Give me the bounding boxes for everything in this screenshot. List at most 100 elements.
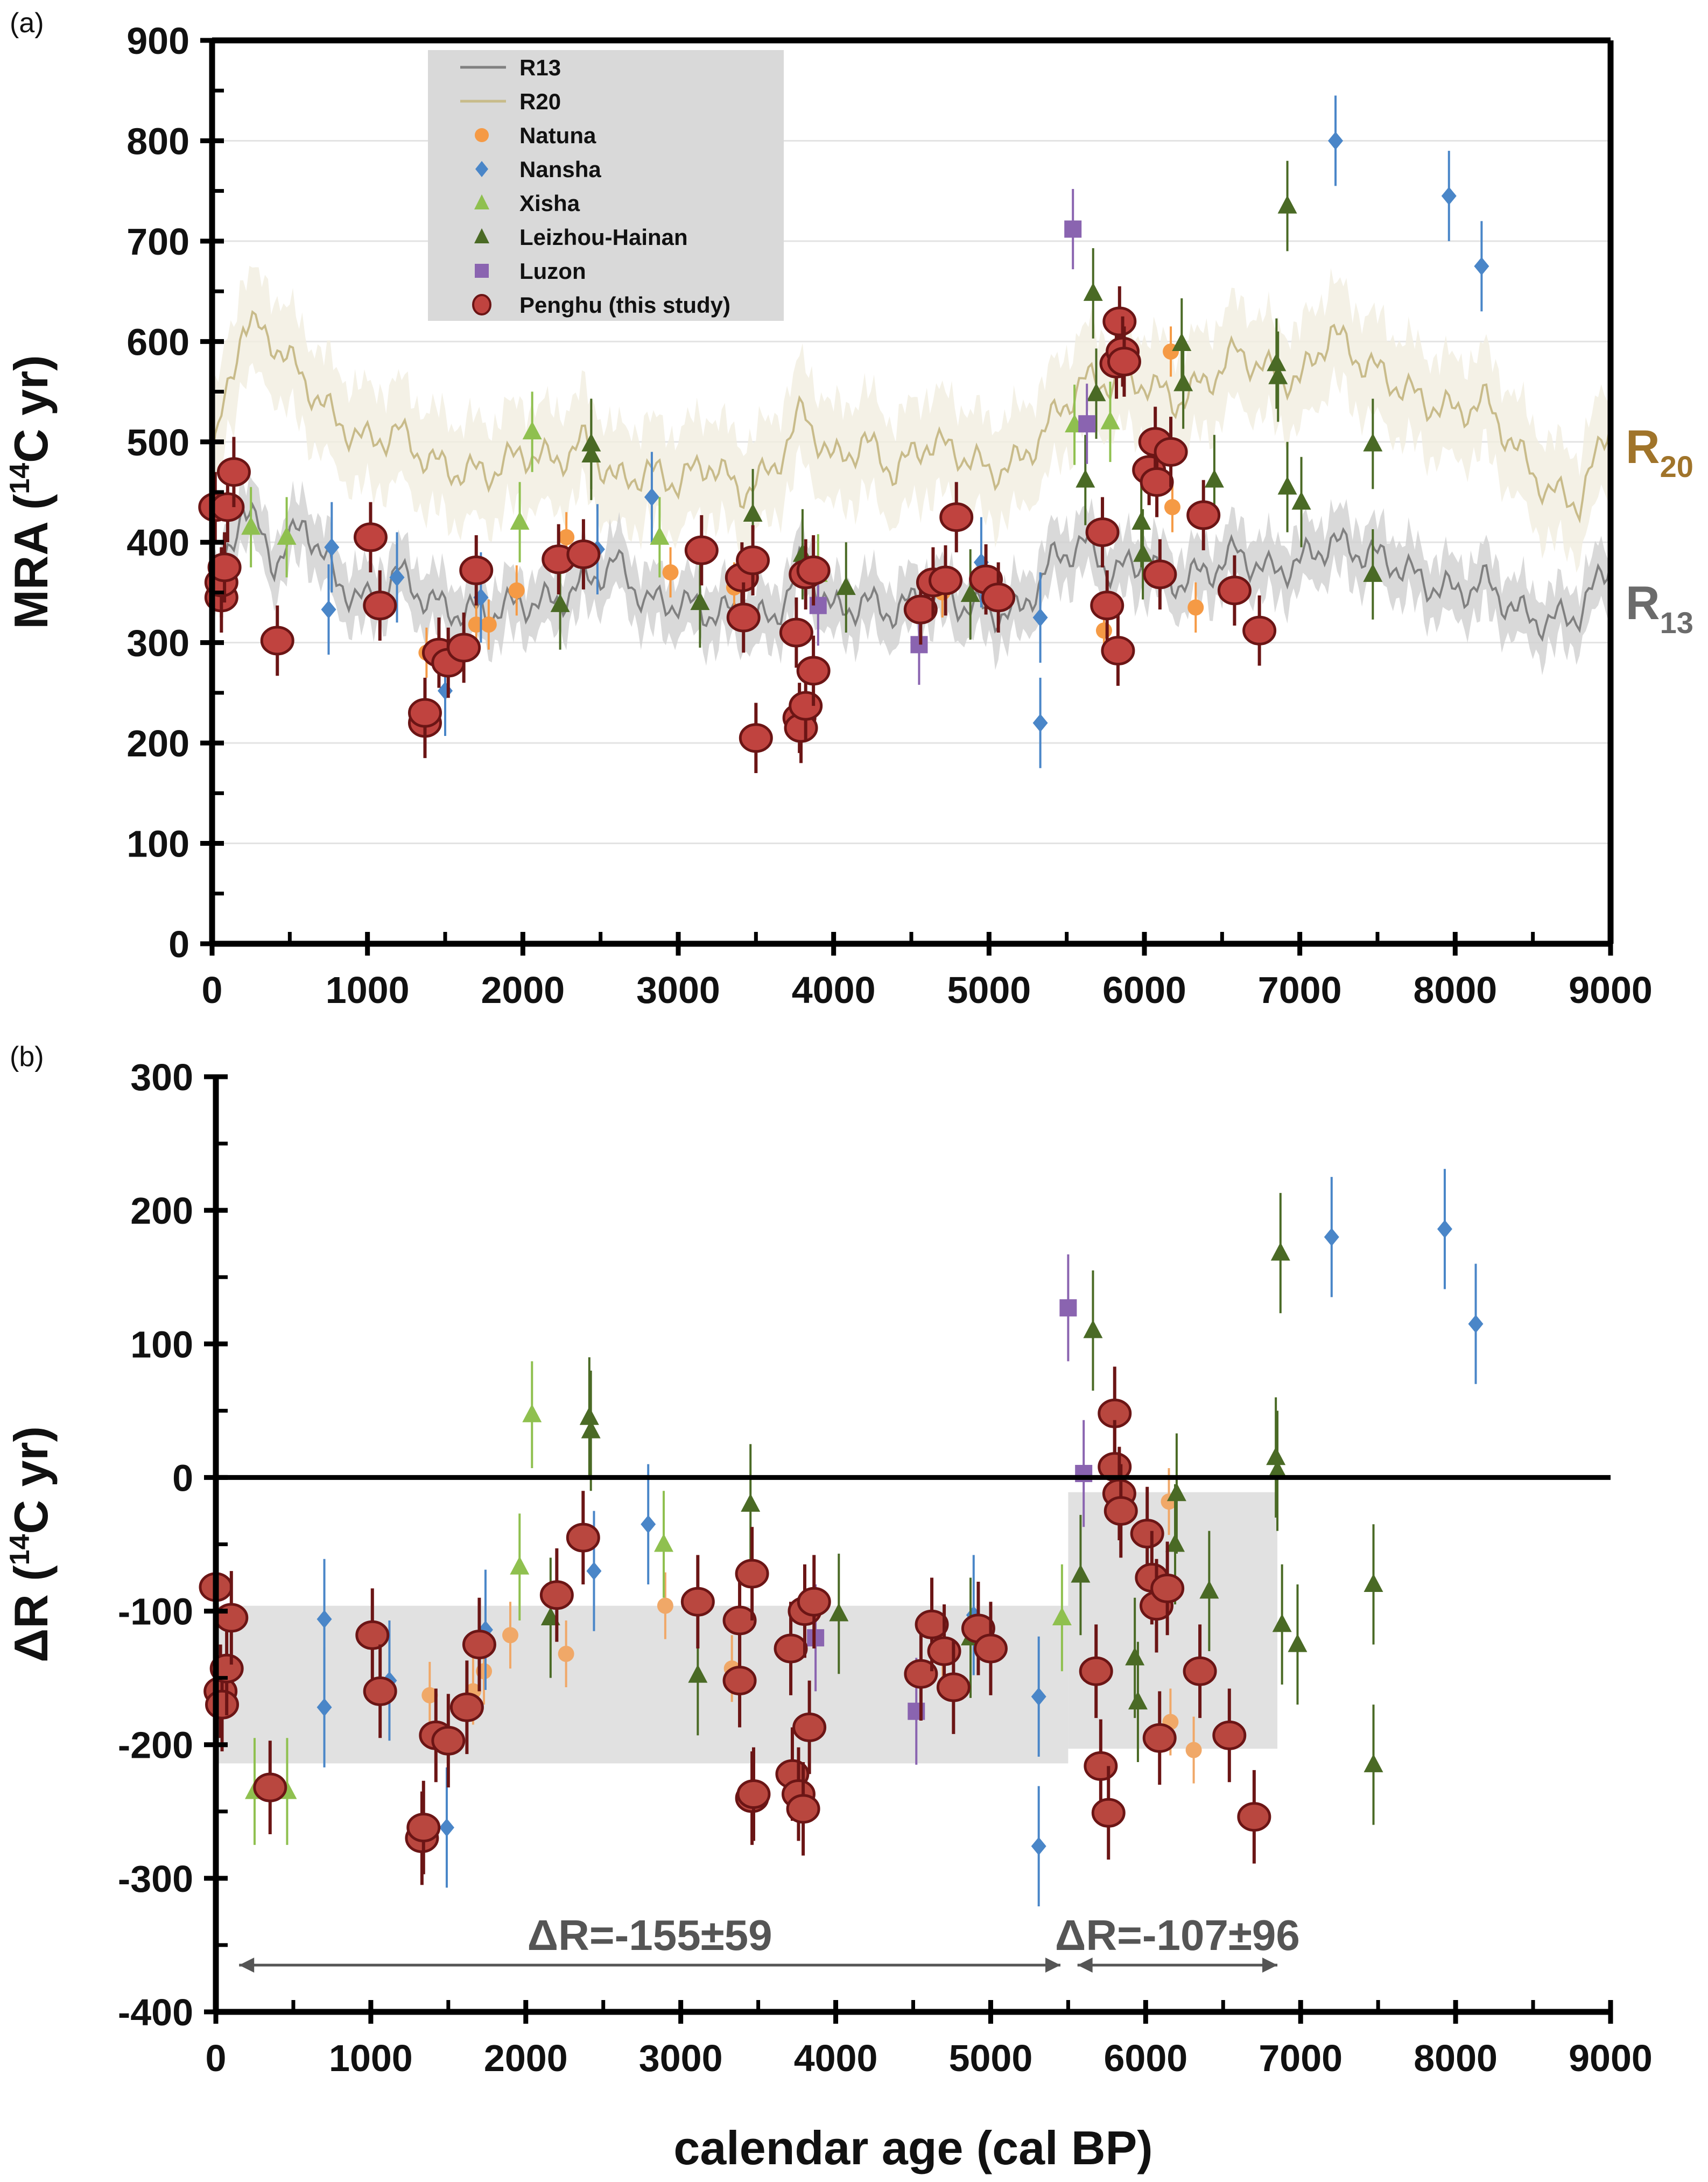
x-tick-label: 0 [206,2037,227,2079]
legend-label: R20 [519,89,561,114]
nansha-point [1324,1227,1339,1246]
natuna-point [1187,599,1204,616]
nansha-point [1468,1315,1484,1334]
penghu-point [903,594,938,625]
arrow-head-left [239,1958,255,1973]
triangle-point [1363,563,1383,582]
r20-band [212,265,1611,573]
nansha-point [641,1515,656,1534]
penghu-point [1091,1798,1126,1828]
penghu-point [1143,559,1177,590]
x-tick-label: 1000 [329,2037,413,2079]
nansha-point [439,1818,454,1837]
penghu-point [1101,636,1135,666]
triangle-point [277,526,297,545]
penghu-point [684,535,719,565]
y-tick-label: 500 [126,422,189,464]
nansha-point [586,1562,602,1581]
triangle-point [1363,1753,1383,1772]
x-tick-label: 5000 [949,2037,1033,2079]
penghu-point [722,1666,757,1696]
triangle-point [1083,1320,1103,1338]
penghu-point [929,565,963,595]
penghu-point [1107,347,1141,377]
triangle-point [1173,373,1193,391]
triangle-point [1272,1613,1292,1632]
penghu-point [210,492,245,522]
r20-curve [211,310,1612,524]
triangle-point [1267,353,1287,371]
penghu-point [736,545,770,576]
triangle-point [650,526,670,545]
penghu-point [355,1620,390,1650]
y-tick-label: 200 [126,722,189,764]
penghu-point [736,1779,771,1809]
triangle-point [688,1664,708,1683]
nansha-point [1031,1837,1046,1856]
natuna-point [421,1687,438,1703]
penghu-point [973,1633,1008,1664]
nansha-point [324,538,340,557]
triangle-point [1363,433,1383,452]
penghu-point [779,618,813,648]
triangle-point [1291,491,1311,510]
arrow-head-right [1045,1958,1060,1973]
arrow-head-right [1262,1958,1278,1973]
penghu-point [789,691,823,721]
shaded-range [1068,1492,1278,1749]
natuna-point [502,1627,518,1644]
panel-label: (a) [10,8,44,39]
r13-curve [211,501,1612,642]
nansha-point [1441,186,1457,205]
y-axis-title: ΔR (14C yr) [4,1426,58,1662]
penghu-point [915,1609,949,1639]
legend-label: Xisha [519,191,580,216]
x-tick-label: 9000 [1569,2037,1653,2079]
penghu-point [1237,1802,1271,1832]
triangle-point [1100,411,1120,430]
triangle-point [1131,511,1151,530]
series-xisha [244,1361,1072,1845]
penghu-point [936,1672,971,1702]
triangle-point [1166,1483,1186,1502]
x-tick-label: 7000 [1259,2037,1342,2079]
penghu-point [1090,591,1124,621]
penghu-point [1130,1519,1164,1549]
triangle-point [1125,1647,1145,1666]
x-tick-label: 2000 [484,2037,568,2079]
penghu-point [1103,1496,1138,1526]
penghu-point [447,633,481,663]
legend-label: Penghu (this study) [519,292,730,318]
penghu-point [363,1676,397,1706]
r13-band [212,474,1611,676]
y-tick-label: 800 [126,120,189,162]
triangle-point [1165,1533,1185,1552]
penghu-point [786,1794,820,1824]
penghu-point [209,1653,244,1683]
penghu-point [680,1587,715,1617]
penghu-point [260,626,294,656]
y-tick-label: 600 [126,321,189,363]
x-tick-label: 0 [202,969,223,1011]
legend-label: Nansha [519,157,601,182]
nansha-point [389,568,405,587]
natuna-point [558,529,575,545]
triangle-point [1270,1242,1290,1261]
penghu-point [796,555,831,585]
triangle-point [1199,1580,1219,1599]
x-tick-label: 5000 [947,969,1031,1011]
penghu-point [927,1636,961,1666]
triangle-point [1133,543,1153,562]
penghu-point [739,723,773,753]
y-tick-label: -300 [118,1858,193,1900]
nansha-point [1328,131,1344,150]
triangle-point [522,421,542,440]
nansha-point [1032,713,1048,732]
penghu-point [1212,1720,1247,1750]
penghu-point [939,502,974,532]
legend-triangle-icon [474,194,489,209]
penghu-point [253,1772,287,1802]
x-tick-label: 4000 [794,2037,878,2079]
penghu-point [459,555,494,585]
